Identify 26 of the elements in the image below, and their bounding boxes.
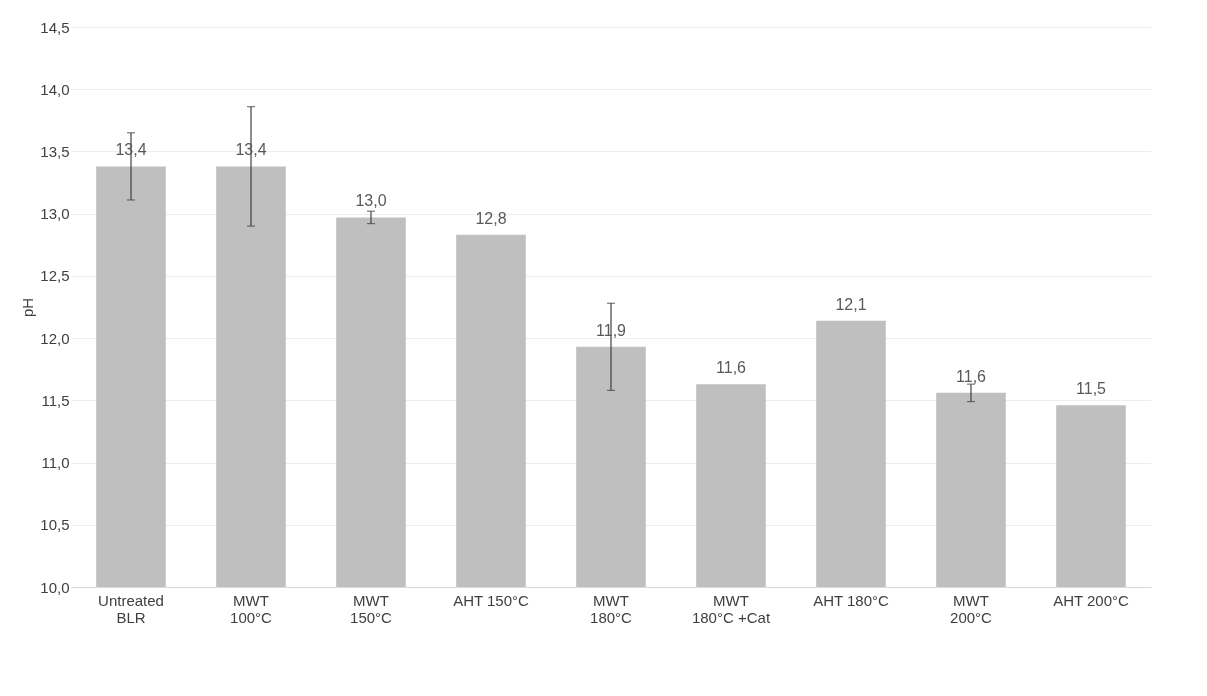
data-label: 11,6: [716, 359, 747, 377]
x-tick-label: AHT 150°C: [453, 591, 530, 609]
y-tick-label: 13,0: [40, 205, 70, 223]
y-tick-label: 12,5: [40, 267, 70, 285]
x-tick-label: MWT 100°C: [230, 591, 273, 626]
data-label: 11,6: [956, 367, 987, 385]
y-tick-label: 12,0: [40, 329, 70, 347]
x-tick-label: Untreated BLR: [98, 591, 164, 626]
x-tick-label: MWT 180°C: [590, 591, 633, 626]
data-label: 12,1: [835, 295, 867, 313]
y-axis-title: pH: [19, 297, 37, 318]
y-tick-label: 10,0: [40, 578, 70, 596]
x-tick-label: AHT 180°C: [813, 591, 890, 609]
x-tick-label: MWT 180°C +Cat: [691, 591, 771, 626]
y-tick-label: 14,0: [40, 80, 70, 98]
x-tick-label: AHT 200°C: [1053, 591, 1130, 609]
y-tick-label: 13,5: [40, 142, 70, 160]
y-tick-label: 11,5: [41, 391, 70, 409]
y-tick-label: 14,5: [40, 18, 70, 36]
data-label: 12,8: [475, 209, 507, 227]
data-label: 13,0: [355, 192, 387, 210]
x-tick-label: MWT 200°C: [950, 591, 993, 626]
x-tick-label: MWT 150°C: [350, 591, 393, 626]
y-tick-label: 11,0: [41, 454, 70, 472]
y-tick-label: 10,5: [40, 516, 70, 534]
data-label: 11,5: [1076, 380, 1107, 398]
